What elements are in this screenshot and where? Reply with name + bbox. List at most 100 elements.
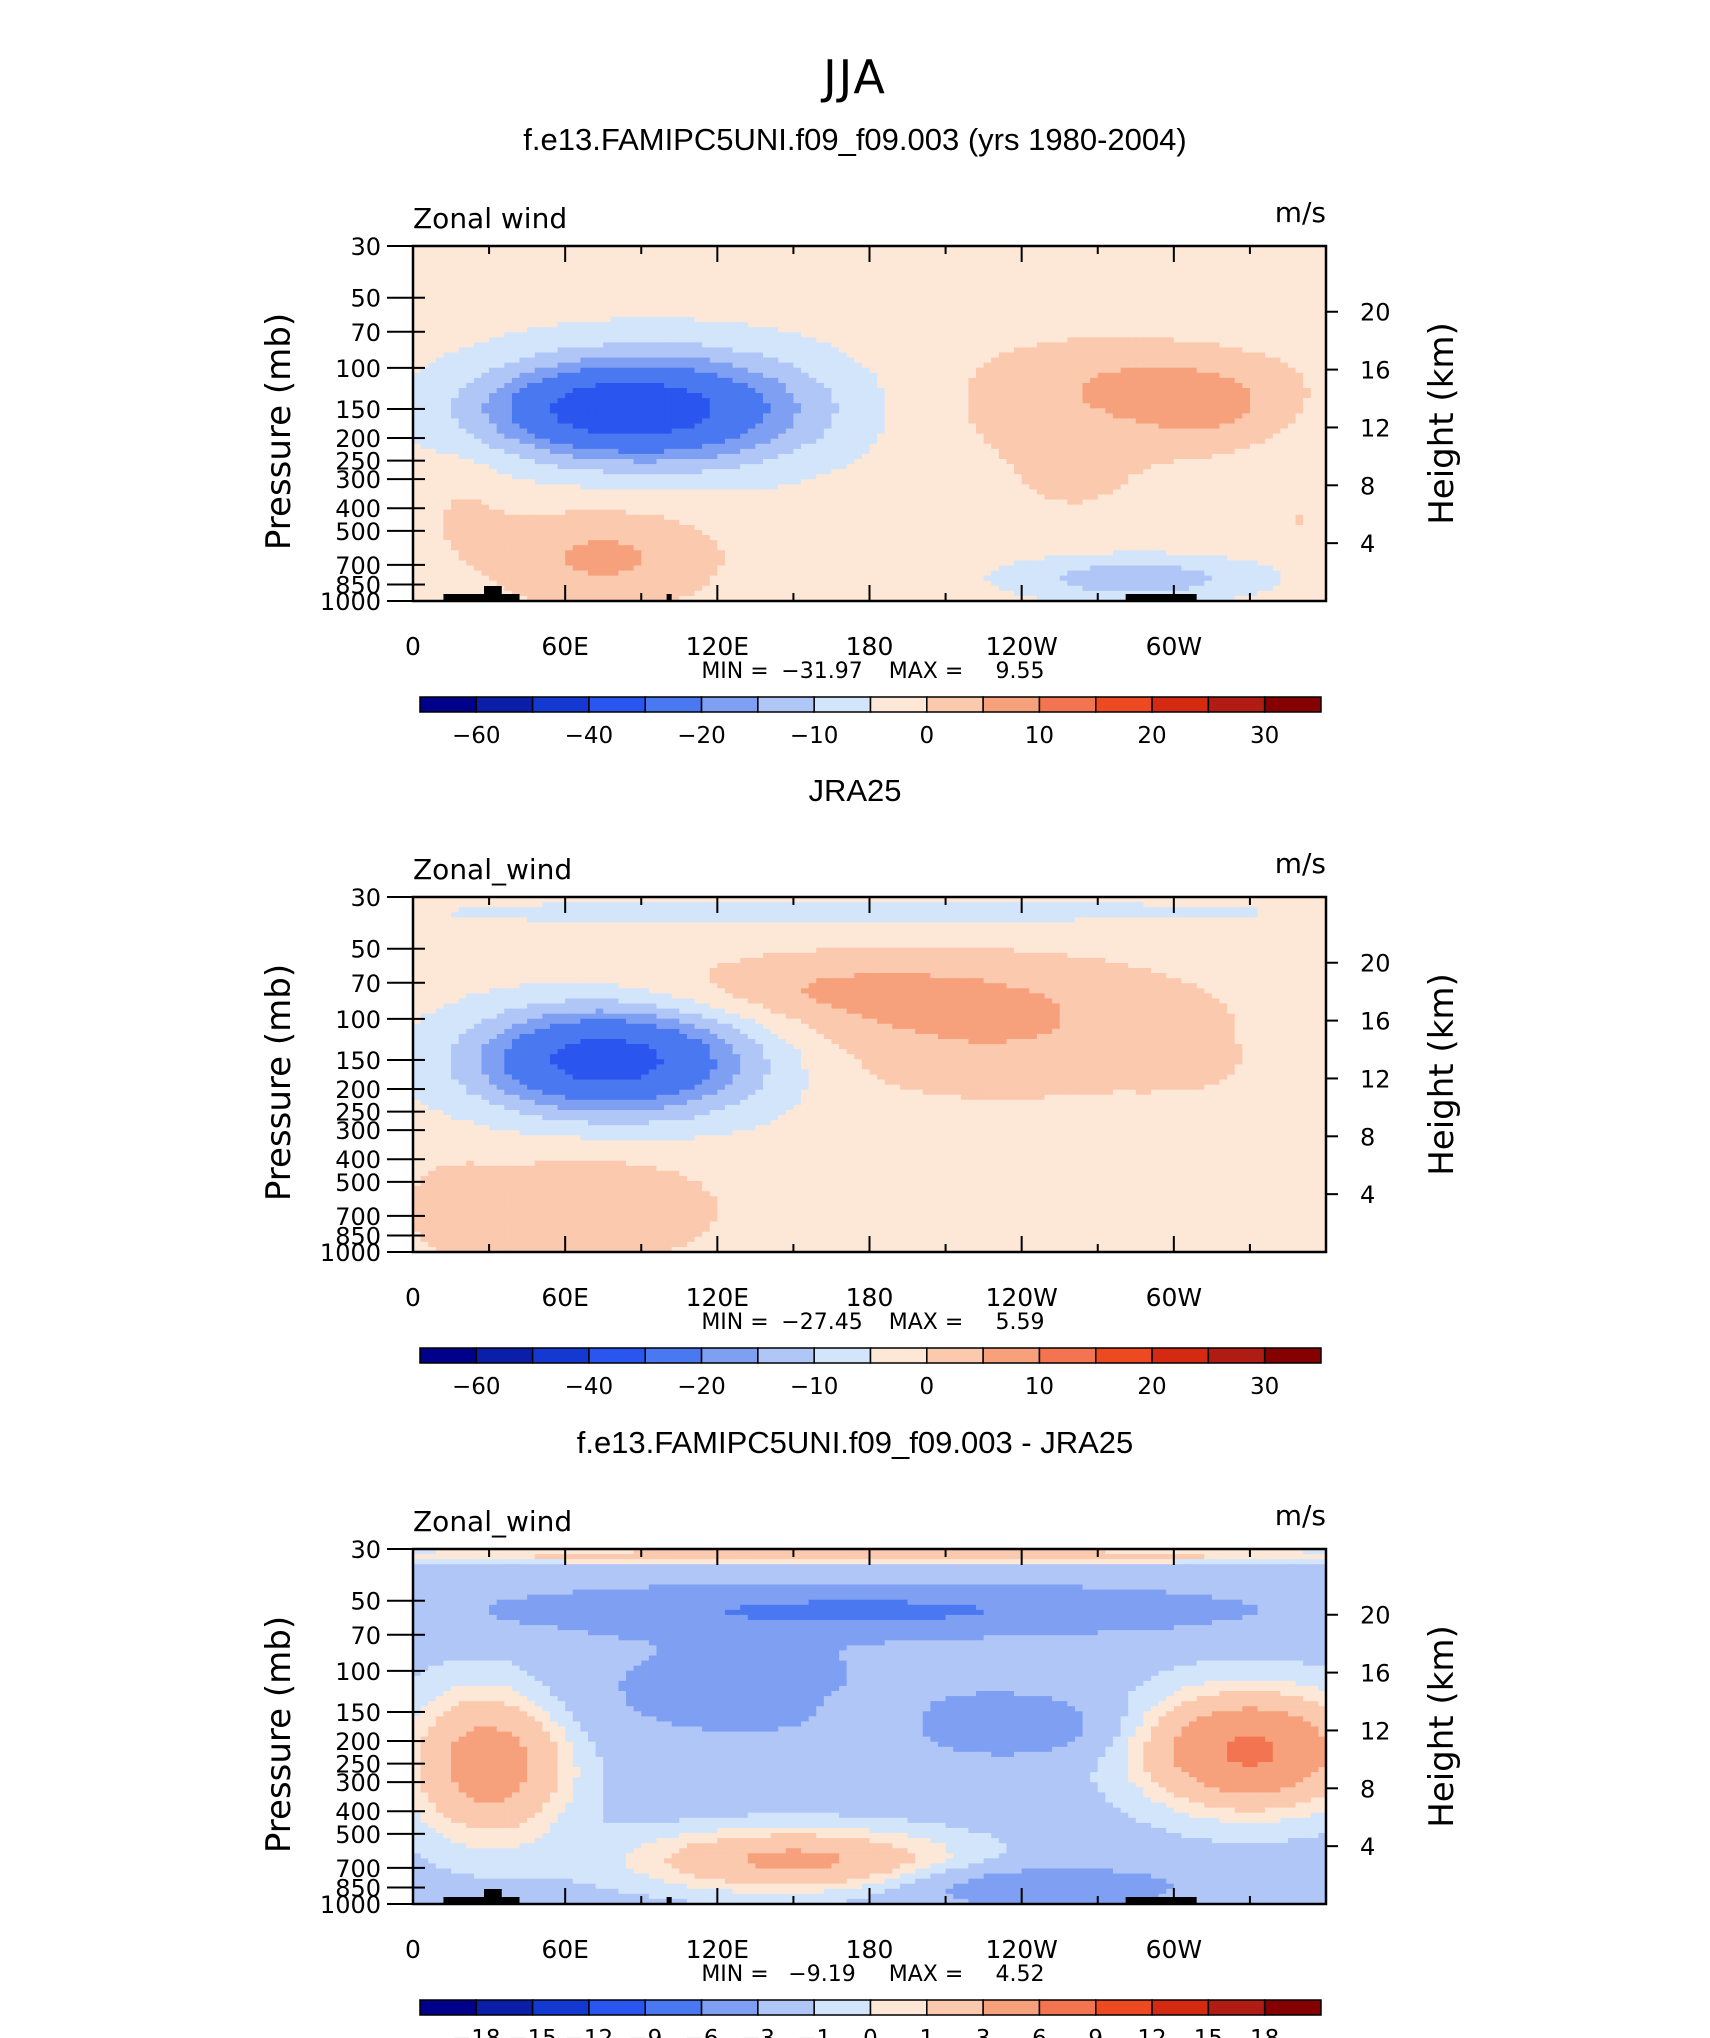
- colorbar-swatch: [419, 1999, 478, 2016]
- colorbar-tick-label: −40: [565, 723, 614, 749]
- x-tick-label: 60E: [541, 1935, 589, 1964]
- colorbar-tick-label: 0: [919, 723, 934, 749]
- y2-axis-title: Height (km): [1422, 1625, 1462, 1828]
- y-tick-label: 250: [335, 448, 381, 476]
- colorbar-tick-label: 9: [1088, 2026, 1103, 2038]
- y2-tick-label: 4: [1360, 1833, 1375, 1861]
- y-tick-label: 200: [335, 1728, 381, 1756]
- field-name-label: Zonal_wind: [413, 1505, 572, 1538]
- y-tick-label: 200: [335, 425, 381, 453]
- colorbar-tick-label: 30: [1250, 1374, 1279, 1400]
- colorbar-swatch: [588, 1999, 646, 2016]
- x-tick-label: 120W: [985, 632, 1057, 661]
- colorbar-swatch: [1263, 1347, 1322, 1364]
- colorbar-tick-label: 1: [919, 2026, 934, 2038]
- x-tick-label: 0: [405, 1283, 421, 1312]
- colorbar-swatch: [1095, 1347, 1153, 1364]
- colorbar-swatch: [982, 1999, 1041, 2016]
- y-tick-label: 70: [350, 1622, 381, 1650]
- colorbar-tick-label: 3: [976, 2026, 991, 2038]
- colorbar: −60 −40 −20 −10 0 10 20 30: [419, 696, 1322, 749]
- colorbar-swatch: [1151, 1999, 1210, 2016]
- y-tick-label: 700: [335, 552, 381, 580]
- colorbar-swatch: [1263, 1999, 1322, 2016]
- y-axis-height: 20 16 12 8 4: [1326, 1602, 1391, 1861]
- colorbar-swatch: [531, 1347, 590, 1364]
- colorbar-swatch: [813, 696, 872, 713]
- y2-tick-label: 8: [1360, 1775, 1375, 1803]
- panels: f.e13.FAMIPC5UNI.f09_f09.003 (yrs 1980-2…: [259, 122, 1462, 2038]
- max-value: 9.55: [996, 659, 1045, 684]
- colorbar-swatch: [982, 1347, 1041, 1364]
- filled-contour-field: [413, 897, 1326, 1252]
- y-tick-label: 850: [335, 1223, 381, 1251]
- colorbar-tick-label: 0: [919, 1374, 934, 1400]
- y-tick-label: 100: [335, 1006, 381, 1034]
- y-axis-title: Pressure (mb): [259, 964, 299, 1201]
- y2-axis-title: Height (km): [1422, 973, 1462, 1176]
- colorbar-swatch: [926, 1999, 984, 2016]
- colorbar-swatch: [1095, 696, 1153, 713]
- y-tick-label: 700: [335, 1855, 381, 1883]
- y-tick-label: 200: [335, 1076, 381, 1104]
- y-tick-label: 500: [335, 518, 381, 546]
- y-tick-label: 500: [335, 1821, 381, 1849]
- y2-tick-label: 8: [1360, 1123, 1375, 1151]
- units-label: m/s: [1275, 196, 1326, 229]
- colorbar-tick-label: −60: [452, 1374, 501, 1400]
- colorbar-swatch: [1263, 696, 1322, 713]
- y-tick-label: 150: [335, 1699, 381, 1727]
- y2-tick-label: 4: [1360, 1181, 1375, 1209]
- y-tick-label: 850: [335, 1875, 381, 1903]
- y2-tick-label: 4: [1360, 530, 1375, 558]
- y-tick-label: 70: [350, 970, 381, 998]
- colorbar-tick-label: 6: [1032, 2026, 1047, 2038]
- x-tick-label: 0: [405, 632, 421, 661]
- y-tick-label: 1000: [320, 1239, 381, 1267]
- x-tick-label: 120E: [686, 632, 750, 661]
- colorbar-swatch: [1207, 1347, 1266, 1364]
- min-value: −9.19: [788, 1962, 855, 1987]
- colorbar-swatch: [1095, 1999, 1153, 2016]
- y-tick-label: 150: [335, 1047, 381, 1075]
- colorbar-tick-label: −1: [797, 2026, 831, 2038]
- y-axis-title: Pressure (mb): [259, 1616, 299, 1853]
- y2-tick-label: 16: [1360, 1008, 1391, 1036]
- y-tick-label: 30: [350, 884, 381, 912]
- panel-title: JRA25: [808, 773, 901, 808]
- y-tick-label: 1000: [320, 1891, 381, 1919]
- colorbar-swatch: [1207, 1999, 1266, 2016]
- colorbar-swatch: [700, 1999, 759, 2016]
- y-tick-label: 50: [350, 936, 381, 964]
- units-label: m/s: [1275, 847, 1326, 880]
- y-tick-label: 30: [350, 1536, 381, 1564]
- y-tick-label: 100: [335, 355, 381, 383]
- y-tick-label: 150: [335, 396, 381, 424]
- y2-axis-title: Height (km): [1422, 322, 1462, 525]
- colorbar-swatch: [644, 1347, 703, 1364]
- colorbar-swatch: [419, 696, 478, 713]
- colorbar-tick-label: 30: [1250, 723, 1279, 749]
- colorbar-swatch: [700, 696, 759, 713]
- colorbar-swatch: [757, 1999, 815, 2016]
- colorbar-swatch: [982, 696, 1041, 713]
- colorbar-swatch: [588, 1347, 646, 1364]
- max-value: 5.59: [996, 1310, 1045, 1335]
- x-tick-label: 60W: [1146, 1283, 1203, 1312]
- colorbar-tick-label: 12: [1137, 2026, 1166, 2038]
- colorbar-tick-label: 10: [1025, 723, 1054, 749]
- colorbar-swatch: [700, 1347, 759, 1364]
- min-label: MIN =: [701, 1310, 768, 1335]
- colorbar-tick-label: −20: [677, 1374, 726, 1400]
- y2-tick-label: 20: [1360, 950, 1391, 978]
- panel-title: f.e13.FAMIPC5UNI.f09_f09.003 - JRA25: [577, 1425, 1134, 1460]
- colorbar-tick-label: −3: [741, 2026, 775, 2038]
- y2-tick-label: 16: [1360, 357, 1391, 385]
- min-label: MIN =: [701, 1962, 768, 1987]
- colorbar-swatch: [531, 1999, 590, 2016]
- colorbar-tick-label: −10: [790, 1374, 839, 1400]
- min-label: MIN =: [701, 659, 768, 684]
- colorbar-tick-label: −18: [452, 2026, 501, 2038]
